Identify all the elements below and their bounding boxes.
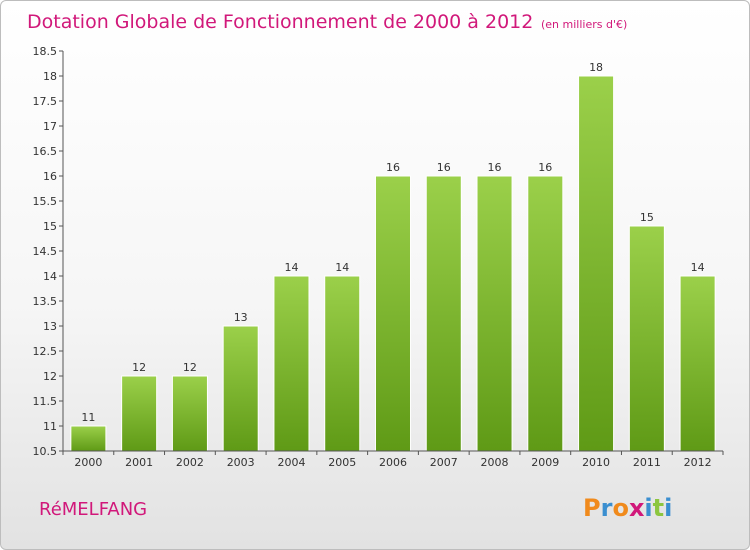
x-tick-label: 2011: [633, 456, 661, 469]
chart-unit: (en milliers d'€): [541, 18, 627, 31]
bar-value-label: 14: [335, 261, 349, 274]
commune-name: RéMELFANG: [39, 499, 147, 520]
bar: [121, 375, 158, 452]
y-tick-label: 17.5: [33, 95, 58, 108]
x-tick-label: 2012: [684, 456, 712, 469]
y-tick-label: 11: [43, 420, 57, 433]
bar: [628, 225, 665, 452]
logo-letter: i: [644, 494, 652, 522]
x-tick-label: 2010: [582, 456, 610, 469]
y-tick-label: 18: [43, 70, 57, 83]
bar-value-label: 14: [691, 261, 705, 274]
chart-title: Dotation Globale de Fonctionnement de 20…: [27, 11, 533, 33]
x-tick-label: 2002: [176, 456, 204, 469]
y-tick-label: 15: [43, 220, 57, 233]
x-tick-label: 2000: [74, 456, 102, 469]
logo-letter: i: [664, 494, 672, 522]
y-tick-label: 12: [43, 370, 57, 383]
y-tick-label: 16.5: [33, 145, 58, 158]
bar: [222, 325, 259, 452]
y-tick-label: 13: [43, 320, 57, 333]
bar: [171, 375, 208, 452]
logo-letter: x: [629, 494, 645, 522]
y-tick-label: 17: [43, 120, 57, 133]
bar: [578, 75, 615, 452]
bar: [324, 275, 361, 452]
x-tick-label: 2004: [277, 456, 305, 469]
bar: [425, 175, 462, 452]
bars: 11 12 12 13 14 14 16 16 16 16 18 15 14: [70, 61, 716, 452]
y-axis: 10.5 11 11.5 12 12.5 13 13.5 14 14.5 15 15.5 16 16.5…: [33, 45, 64, 458]
y-tick-label: 11.5: [33, 395, 58, 408]
bar-value-label: 11: [81, 411, 95, 424]
x-tick-label: 2003: [227, 456, 255, 469]
x-tick-label: 2005: [328, 456, 356, 469]
bar-value-label: 12: [183, 361, 197, 374]
bar: [374, 175, 412, 452]
x-axis: 2000 2001 2002 2003 2004 2005 2006 2007 2008 2009…: [62, 450, 724, 469]
y-tick-label: 16: [43, 170, 57, 183]
bar: [527, 175, 564, 452]
bar-value-label: 16: [386, 161, 400, 174]
bar-value-label: 16: [538, 161, 552, 174]
logo-letter: t: [653, 494, 664, 522]
bar: [679, 275, 716, 452]
bar-value-label: 16: [488, 161, 502, 174]
bar: [476, 175, 513, 452]
bar-value-label: 15: [640, 211, 654, 224]
x-tick-label: 2009: [531, 456, 559, 469]
bar-value-label: 16: [437, 161, 451, 174]
bar: [70, 425, 107, 452]
y-tick-label: 14: [43, 270, 57, 283]
x-tick-label: 2001: [125, 456, 153, 469]
bar-value-label: 12: [132, 361, 146, 374]
bar-value-label: 13: [234, 311, 248, 324]
x-tick-label: 2007: [430, 456, 458, 469]
bar-value-label: 18: [589, 61, 603, 74]
y-tick-label: 13.5: [33, 295, 58, 308]
logo-letter: P: [583, 494, 601, 522]
bar-value-label: 14: [284, 261, 298, 274]
logo-letter: r: [601, 494, 613, 522]
y-tick-label: 18.5: [33, 45, 58, 58]
y-tick-label: 12.5: [33, 345, 58, 358]
y-tick-label: 15.5: [33, 195, 58, 208]
bar: [273, 275, 310, 452]
x-tick-label: 2008: [481, 456, 509, 469]
proxiti-logo: Proxiti: [583, 494, 672, 522]
x-tick-label: 2006: [379, 456, 407, 469]
y-tick-label: 10.5: [33, 445, 58, 458]
y-tick-label: 14.5: [33, 245, 58, 258]
logo-letter: o: [612, 494, 629, 522]
